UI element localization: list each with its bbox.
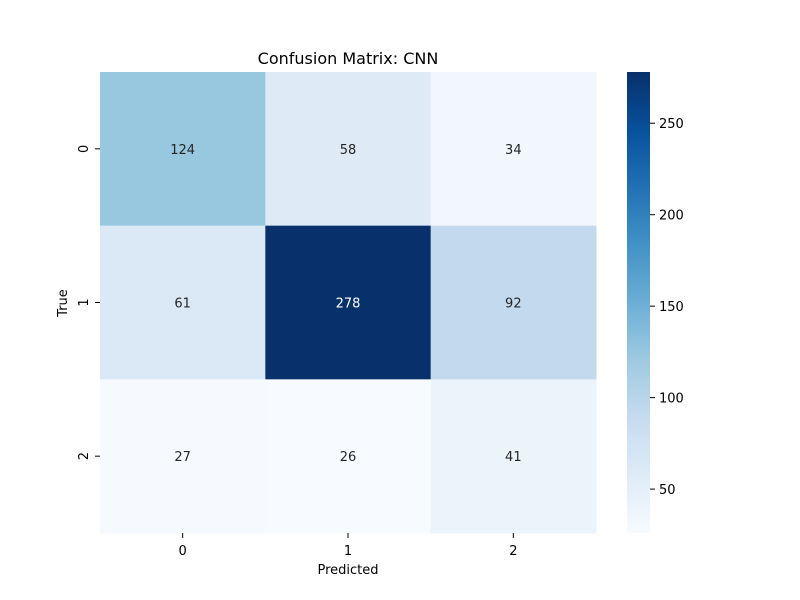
heatmap-cells: 124 58 34 61 278 92 27 26 41	[100, 72, 597, 534]
heatmap-cell-1-2	[430, 225, 597, 380]
heatmap-cell-0-2	[430, 72, 597, 227]
colorbar-tick-label: 150	[659, 300, 684, 315]
heatmap-cell-1-0	[100, 225, 266, 380]
x-axis-label: Predicted	[317, 563, 378, 578]
chart-title: Confusion Matrix: CNN	[258, 49, 439, 68]
y-axis-ticks: 0 1 2	[77, 145, 100, 460]
y-tick-label: 1	[77, 298, 92, 306]
x-axis-ticks: 0 1 2	[179, 533, 517, 559]
cell-value-label: 34	[505, 143, 522, 158]
colorbar-tick-label: 200	[659, 209, 684, 224]
colorbar-gradient	[627, 72, 650, 533]
colorbar-tick-label: 50	[659, 483, 676, 498]
colorbar-ticks: 50 100 150 200 250	[650, 117, 684, 498]
y-axis-label: True	[56, 289, 71, 318]
cell-value-label: 58	[340, 143, 357, 158]
y-tick-label: 2	[77, 452, 92, 460]
x-tick-label: 2	[509, 544, 517, 559]
cell-value-label: 124	[170, 143, 195, 158]
y-tick-label: 0	[77, 145, 92, 153]
cell-value-label: 27	[174, 450, 191, 465]
colorbar-tick-label: 100	[659, 392, 684, 407]
heatmap-cell-2-2	[430, 379, 597, 534]
cell-value-label: 41	[505, 450, 522, 465]
heatmap-cell-0-1	[265, 72, 432, 227]
heatmap-cell-2-1	[265, 379, 432, 534]
cell-value-label: 61	[174, 297, 191, 312]
x-tick-label: 0	[179, 544, 187, 559]
heatmap-cell-0-0	[100, 72, 266, 227]
colorbar-tick-label: 250	[659, 117, 684, 132]
x-tick-label: 1	[344, 544, 352, 559]
heatmap-cell-1-1	[265, 225, 432, 380]
cell-value-label: 26	[340, 450, 357, 465]
cell-value-label: 278	[336, 297, 361, 312]
cell-value-label: 92	[505, 297, 522, 312]
colorbar: 50 100 150 200 250	[627, 72, 684, 533]
heatmap-cell-2-0	[100, 379, 266, 534]
